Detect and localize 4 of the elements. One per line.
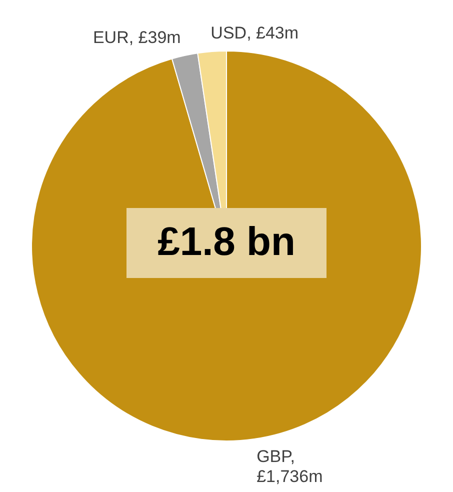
text: £1.8 bn: [158, 220, 296, 264]
slice-label: GBP, £1,736m: [256, 446, 323, 486]
slice-label: USD, £43m: [210, 24, 299, 43]
slice-label: EUR, £39m: [92, 28, 181, 47]
